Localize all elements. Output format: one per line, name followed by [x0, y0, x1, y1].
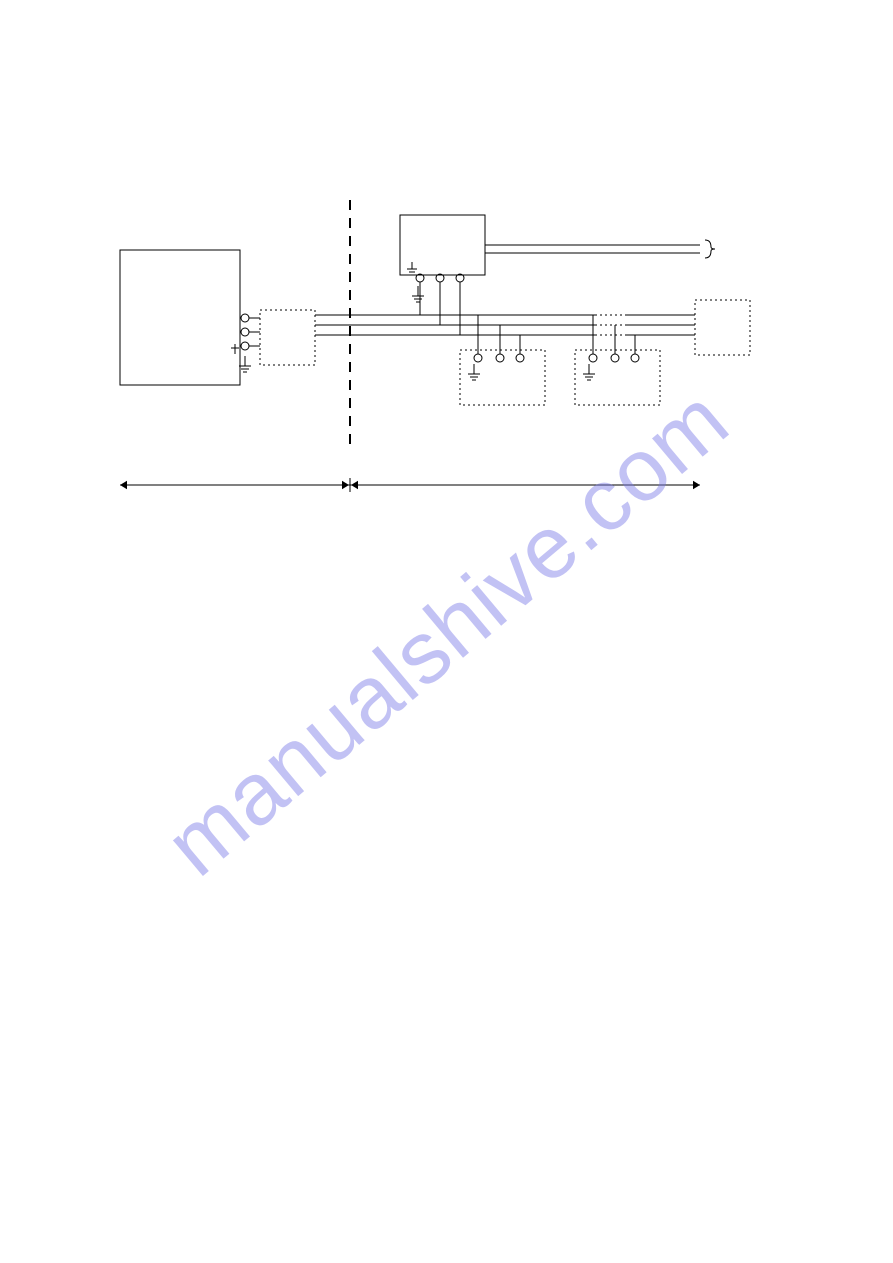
wiring-diagram — [0, 0, 893, 1263]
